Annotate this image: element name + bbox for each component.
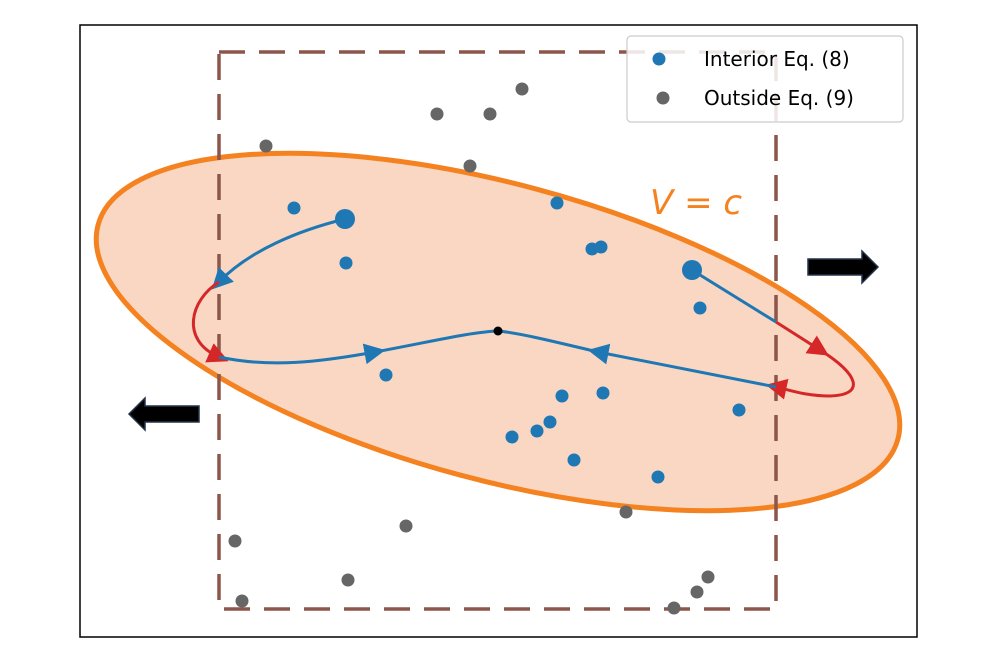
outside-point xyxy=(619,505,633,519)
interior-point xyxy=(335,209,355,229)
trajectory-left-lower xyxy=(218,343,386,365)
interior-point xyxy=(550,196,564,210)
interior-point xyxy=(339,256,353,270)
trajectory-right-lower xyxy=(587,343,777,389)
legend-outside-label: Outside Eq. (9) xyxy=(704,86,854,110)
trajectory-right-exit-a xyxy=(775,320,829,356)
interior-point xyxy=(732,403,746,417)
outside-point xyxy=(690,585,704,599)
outside-point xyxy=(341,573,355,587)
interior-point xyxy=(651,470,665,484)
arrow-right-icon xyxy=(807,249,880,285)
outside-point xyxy=(430,107,444,121)
interior-point xyxy=(555,389,569,403)
interior-point xyxy=(287,201,301,215)
outside-point xyxy=(463,159,477,173)
interior-point xyxy=(530,424,544,438)
outside-point xyxy=(515,82,529,96)
arrow-left-icon xyxy=(127,396,200,432)
interior-point xyxy=(543,415,557,429)
legend-interior-label: Interior Eq. (8) xyxy=(704,47,850,71)
trajectory-left-upper xyxy=(211,217,346,290)
outside-point xyxy=(483,107,497,121)
outside-point xyxy=(399,519,413,533)
level-set-label: V = c xyxy=(650,183,742,223)
outside-point xyxy=(235,594,249,608)
interior-points xyxy=(287,196,746,484)
equilibrium-point xyxy=(493,326,503,336)
outside-point xyxy=(701,570,715,584)
interior-point xyxy=(596,386,610,400)
legend-outside-marker xyxy=(656,91,670,105)
outside-point xyxy=(228,534,242,548)
interior-point xyxy=(594,240,608,254)
legend: Interior Eq. (8) Outside Eq. (9) xyxy=(626,35,904,123)
interior-point xyxy=(682,260,702,280)
outside-point xyxy=(259,139,273,153)
trajectory-left-exit xyxy=(191,280,229,363)
interior-point xyxy=(567,453,581,467)
interior-point xyxy=(379,368,393,382)
outside-point xyxy=(667,601,681,615)
legend-box xyxy=(626,35,904,123)
outside-points xyxy=(228,82,715,615)
legend-interior-marker xyxy=(652,52,666,66)
trajectory-right-upper xyxy=(691,268,777,324)
interior-point xyxy=(505,430,519,444)
trajectory-center-left xyxy=(374,329,499,354)
trajectories xyxy=(191,217,855,400)
interior-point xyxy=(693,301,707,315)
trajectory-right-exit-b xyxy=(765,348,855,400)
trajectory-center-right xyxy=(497,329,599,354)
